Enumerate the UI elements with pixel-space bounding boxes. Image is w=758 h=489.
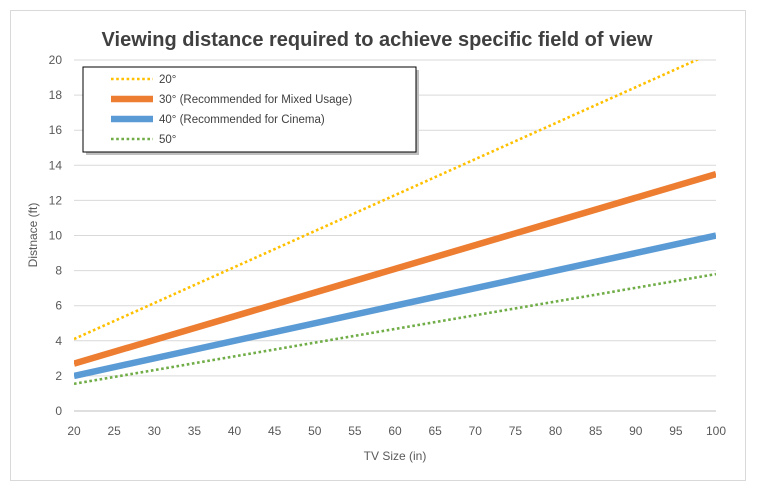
legend-label: 40° (Recommended for Cinema) (159, 114, 325, 126)
x-tick-label: 75 (509, 424, 523, 438)
series-line-3 (74, 272, 716, 386)
x-tick-label: 55 (348, 424, 362, 438)
y-tick-label: 8 (55, 264, 62, 278)
legend-label: 50° (159, 134, 176, 146)
x-tick-label: 20 (67, 424, 81, 438)
x-tick-label: 30 (148, 424, 162, 438)
legend: 20° 30° (Recommended for Mixed Usage) 40° … (82, 66, 419, 155)
x-tick-label: 70 (469, 424, 483, 438)
y-axis-ticks: 0 2 4 6 8 10 12 14 16 18 20 (49, 53, 63, 418)
y-tick-label: 14 (49, 158, 63, 172)
x-tick-label: 35 (188, 424, 202, 438)
series-line-1 (74, 170, 716, 367)
y-tick-label: 4 (55, 334, 62, 348)
x-tick-label: 95 (669, 424, 683, 438)
legend-label: 20° (159, 74, 176, 86)
x-tick-label: 45 (268, 424, 282, 438)
x-axis-title: TV Size (in) (364, 449, 427, 463)
x-tick-label: 60 (388, 424, 402, 438)
y-tick-label: 18 (49, 88, 63, 102)
y-tick-label: 6 (55, 299, 62, 313)
y-tick-label: 0 (55, 404, 62, 418)
y-axis-title: Distnace (ft) (26, 203, 40, 268)
y-tick-label: 2 (55, 369, 62, 383)
x-tick-label: 90 (629, 424, 643, 438)
x-axis-ticks: 20 25 30 35 40 45 50 55 60 65 70 75 80 85 90 95 100 (67, 424, 726, 438)
x-tick-label: 80 (549, 424, 563, 438)
series-line-2 (74, 232, 716, 380)
x-tick-label: 40 (228, 424, 242, 438)
y-tick-label: 10 (49, 229, 63, 243)
x-tick-label: 85 (589, 424, 603, 438)
chart-title: Viewing distance required to achieve spe… (102, 29, 653, 51)
x-tick-label: 50 (308, 424, 322, 438)
y-tick-label: 16 (49, 123, 63, 137)
x-tick-label: 25 (107, 424, 121, 438)
x-tick-label: 65 (428, 424, 442, 438)
y-tick-label: 20 (49, 53, 63, 67)
legend-label: 30° (Recommended for Mixed Usage) (159, 94, 352, 106)
x-tick-label: 100 (706, 424, 726, 438)
series-lines (74, 60, 716, 386)
y-tick-label: 12 (49, 193, 63, 207)
